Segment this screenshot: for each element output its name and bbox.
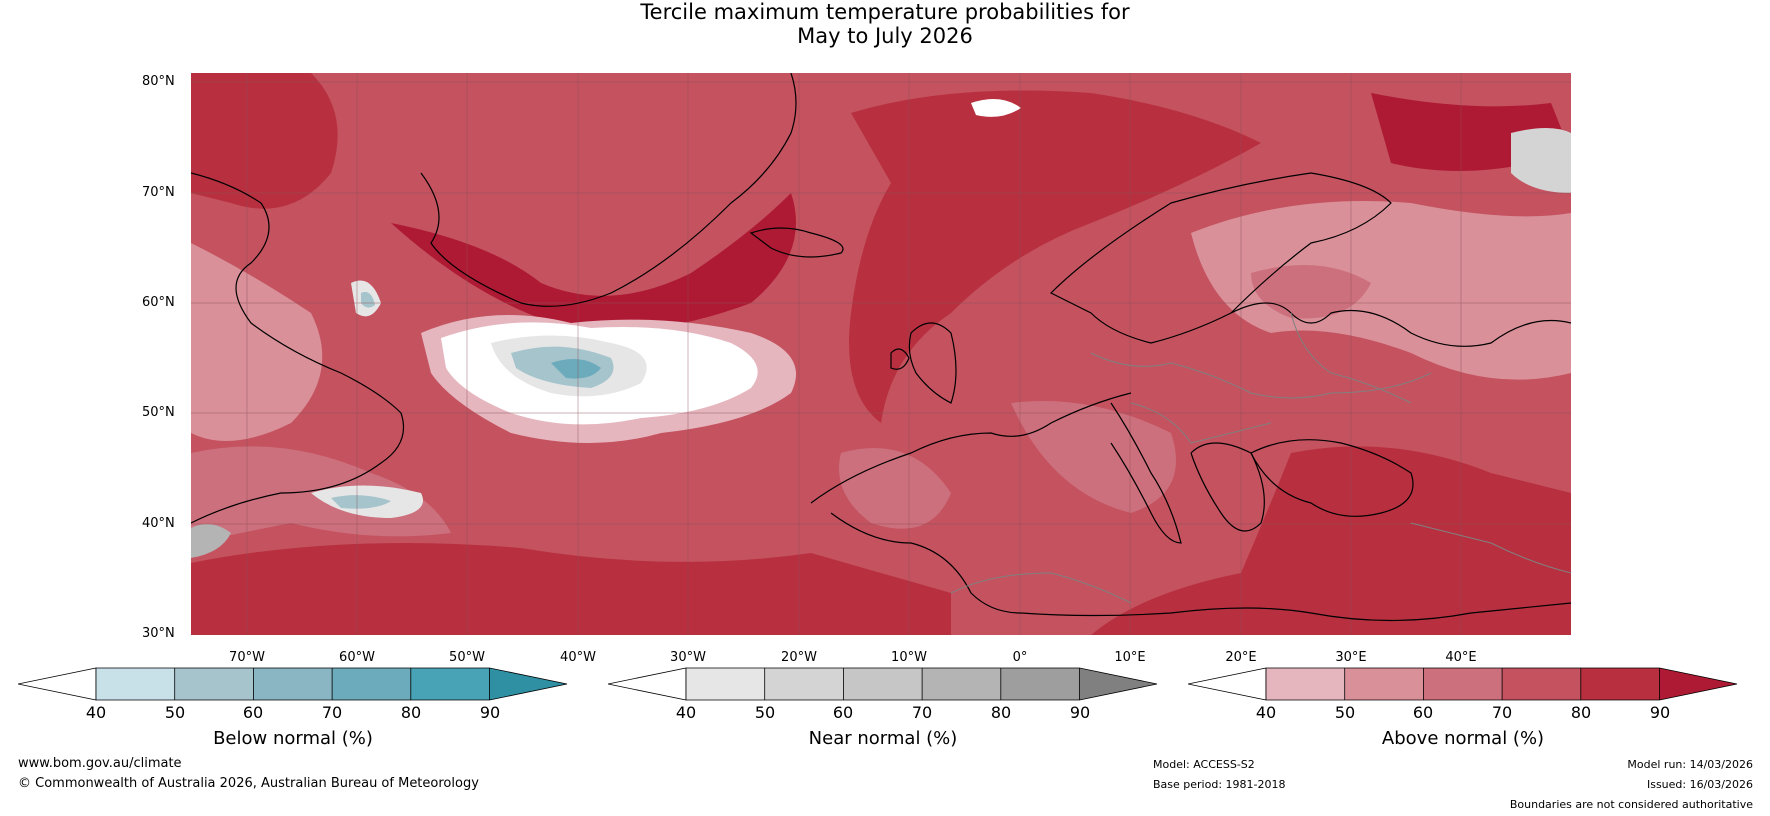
near-bin-high (1079, 668, 1157, 700)
near-tick-90: 90 (1069, 703, 1091, 722)
near-normal-label: Near normal (%) (808, 728, 958, 749)
above-bin-70-80 (1502, 668, 1581, 700)
lon-label-30e: 30°E (1335, 650, 1367, 665)
below-bin-50-60 (174, 668, 254, 700)
above-bin-60-70 (1423, 668, 1503, 700)
above-tick-50: 50 (1334, 703, 1356, 722)
base-period: Base period: 1981-2018 (1153, 778, 1286, 791)
above-bin-40-50 (1266, 668, 1345, 700)
below-normal-label: Below normal (%) (213, 728, 373, 749)
model-name: Model: ACCESS-S2 (1153, 758, 1255, 771)
lon-label-40w: 40°W (560, 650, 596, 665)
near-bin-50-60 (764, 668, 844, 700)
above-tick-80: 80 (1570, 703, 1592, 722)
lon-label-0: 0° (1012, 650, 1028, 665)
lat-label-50n: 50°N (142, 405, 175, 420)
above-bin-50-60 (1344, 668, 1424, 700)
copyright: © Commonwealth of Australia 2026, Austra… (18, 776, 479, 791)
lat-label-80n: 80°N (142, 74, 175, 89)
near-bin-low (608, 667, 687, 701)
boundaries-disclaimer: Boundaries are not considered authoritat… (1509, 798, 1753, 811)
near-tick-50: 50 (754, 703, 776, 722)
above-tick-70: 70 (1491, 703, 1513, 722)
above-tick-90: 90 (1649, 703, 1671, 722)
lat-label-30n: 30°N (142, 626, 175, 641)
lat-label-40n: 40°N (142, 516, 175, 531)
near-bin-80-90 (1000, 668, 1080, 700)
colorbar-above-normal (1188, 667, 1738, 701)
below-bin-high (489, 668, 567, 700)
near-tick-80: 80 (990, 703, 1012, 722)
probability-map (191, 73, 1571, 635)
colorbar-near-normal (608, 667, 1158, 701)
issued-date: Issued: 16/03/2026 (1646, 778, 1753, 791)
below-tick-90: 90 (479, 703, 501, 722)
lat-label-70n: 70°N (142, 185, 175, 200)
near-bin-60-70 (843, 668, 923, 700)
below-tick-40: 40 (85, 703, 107, 722)
map-raster (191, 73, 1571, 635)
lon-label-70w: 70°W (229, 650, 265, 665)
above-bin-80-90 (1580, 668, 1660, 700)
title-line-2: May to July 2026 (797, 24, 973, 48)
lon-label-30w: 30°W (670, 650, 706, 665)
near-bin-40-50 (686, 668, 765, 700)
lon-label-50w: 50°W (449, 650, 485, 665)
lon-label-40e: 40°E (1445, 650, 1477, 665)
near-tick-40: 40 (675, 703, 697, 722)
above-bin-high (1659, 668, 1737, 700)
below-tick-60: 60 (242, 703, 264, 722)
lon-label-10w: 10°W (891, 650, 927, 665)
above-bin-low (1188, 667, 1267, 701)
above-normal-label: Above normal (%) (1381, 728, 1545, 749)
lon-label-20w: 20°W (781, 650, 817, 665)
near-bin-70-80 (922, 668, 1001, 700)
lon-label-10e: 10°E (1114, 650, 1146, 665)
below-tick-80: 80 (400, 703, 422, 722)
near-tick-60: 60 (832, 703, 854, 722)
above-tick-40: 40 (1255, 703, 1277, 722)
below-bin-70-80 (332, 668, 411, 700)
below-bin-60-70 (253, 668, 333, 700)
map-title: Tercile maximum temperature probabilitie… (0, 0, 1770, 48)
near-tick-70: 70 (911, 703, 933, 722)
above-tick-60: 60 (1412, 703, 1434, 722)
below-bin-low (18, 667, 97, 701)
website-link[interactable]: www.bom.gov.au/climate (18, 756, 182, 771)
lon-label-20e: 20°E (1225, 650, 1257, 665)
below-bin-40-50 (96, 668, 175, 700)
below-tick-50: 50 (164, 703, 186, 722)
below-tick-70: 70 (321, 703, 343, 722)
lon-label-60w: 60°W (339, 650, 375, 665)
model-run: Model run: 14/03/2026 (1627, 758, 1753, 771)
colorbar-below-normal (18, 667, 568, 701)
below-bin-80-90 (410, 668, 490, 700)
lat-label-60n: 60°N (142, 295, 175, 310)
title-line-1: Tercile maximum temperature probabilitie… (640, 0, 1130, 24)
